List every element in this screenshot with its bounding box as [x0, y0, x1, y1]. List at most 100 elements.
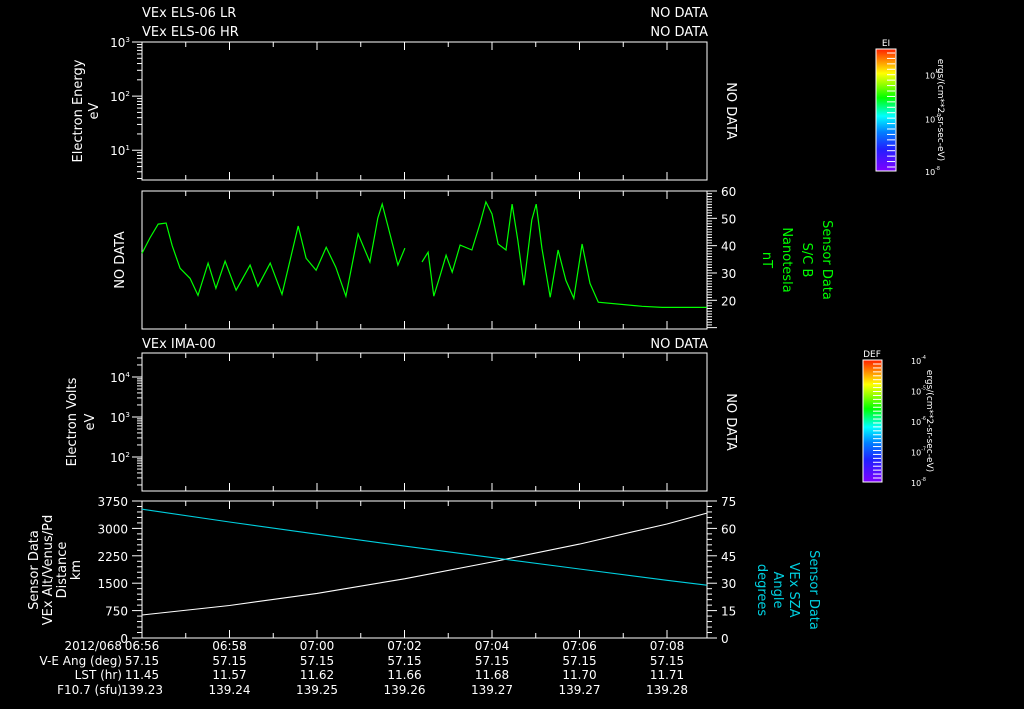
magnetic-field-line — [141, 200, 707, 308]
panel1-ylabel-units: eV — [87, 102, 102, 119]
panel2-ylabel-line: Nanotesla — [779, 227, 794, 292]
tick-label: 10-8 — [925, 166, 940, 177]
ephemeris-value: 139.24 — [208, 682, 251, 697]
colorbar-ei-label: EI — [882, 39, 890, 49]
tick-label: 0 — [721, 632, 729, 646]
panel4-right-ylabel-line: VEx SZA — [786, 563, 801, 618]
panel3-y-axis: 102 103 104 — [110, 357, 142, 486]
ephemeris-value: 139.26 — [383, 682, 426, 697]
panel3-nodata: NO DATA — [650, 337, 708, 352]
date-label: 2012/068 — [64, 639, 123, 653]
panel-electron-energy: VEx ELS-06 LR VEx ELS-06 HR NO DATA NO D… — [71, 6, 738, 181]
tick-label: 60 — [721, 522, 736, 536]
panel2-ylabel-line: S/C B — [799, 243, 814, 278]
tick-label: 102 — [110, 450, 130, 465]
panel1-title-hr: VEx ELS-06 HR — [142, 25, 239, 40]
tick-label: 1500 — [97, 577, 128, 591]
colorbar-ei-ticks: 10-4 10-6 10-8 — [887, 52, 940, 177]
panel3-ylabel-units: eV — [83, 413, 98, 430]
panel4-ylabels: Sensor Data VEx Alt/Venus/Pd Distance km Sen… — [27, 515, 821, 630]
colorbar-ei: EI 10-4 10-6 10-8 ergs/(cm**2-sr-sec-eV) — [875, 39, 945, 177]
ephemeris-value: 139.23 — [121, 682, 163, 697]
tick-label: 60 — [721, 185, 736, 199]
panel4-left-ylabel-line: km — [69, 560, 84, 580]
panel1-right-nodata: NO DATA — [723, 82, 738, 140]
panel3-frame — [141, 352, 708, 492]
tick-label: 3000 — [97, 522, 128, 536]
colorbar-def-label: DEF — [863, 350, 881, 360]
ephemeris-table: 2012/068 V-E Ang (deg) LST (hr) F10.7 (s… — [0, 639, 1024, 709]
ephemeris-value: 11.70 — [562, 668, 597, 682]
ephemeris-value: 139.25 — [296, 682, 338, 697]
ephemeris-value: 57.15 — [649, 653, 685, 668]
time-tick-label: 07:08 — [649, 639, 685, 653]
ephemeris-value: 139.27 — [471, 682, 513, 697]
ephemeris-value: 11.68 — [474, 668, 510, 682]
tick-label: 3750 — [97, 495, 128, 509]
ephemeris-value: 11.66 — [387, 668, 422, 682]
panel-ion-energy: VEx IMA-00 NO DATA 102 103 104 Electron Vo… — [65, 337, 738, 492]
tick-label: 103 — [110, 35, 130, 50]
colorbar-def: DEF 10-4 10-5 10-6 10-7 10-8 ergs/(cm**2-sr-… — [862, 350, 934, 488]
tick-label: 45 — [721, 550, 736, 564]
panel1-ylabel: Electron Energy — [71, 59, 86, 162]
panel4-right-ylabel-line: Angle — [770, 572, 785, 609]
panel1-nodata-hr: NO DATA — [650, 25, 708, 40]
tick-label: 10-6 — [925, 114, 940, 125]
time-tick-label: 07:02 — [387, 639, 422, 653]
tick-label: 2250 — [97, 550, 128, 564]
panel4-left-ylabel-line: Distance — [55, 542, 70, 599]
tick-label: 75 — [721, 495, 736, 509]
time-tick-label: 06:58 — [212, 639, 247, 653]
tick-label: 102 — [110, 89, 130, 104]
time-tick-label: 07:06 — [562, 639, 597, 653]
colorbar-def-units: ergs/(cm**2-sr-sec-eV) — [924, 370, 934, 472]
tick-label: 10-4 — [911, 355, 926, 366]
ephemeris-value: 57.15 — [387, 653, 422, 668]
panel3-title: VEx IMA-00 — [142, 337, 216, 352]
tick-label: 10-4 — [925, 70, 940, 81]
time-ticks — [185, 42, 668, 638]
tick-label: 20 — [721, 294, 736, 308]
tick-label: 10-7 — [911, 447, 926, 458]
colorbar-ei-scale — [875, 48, 897, 172]
time-tick-label: 07:04 — [474, 639, 510, 653]
ephemeris-value: 57.15 — [474, 653, 510, 668]
panel4-left-ylabel-line: Sensor Data — [27, 530, 42, 610]
tick-label: 104 — [110, 370, 130, 385]
time-tick-label: 07:00 — [299, 639, 335, 653]
panel3-right-nodata: NO DATA — [723, 393, 738, 451]
panel4-y-axes: 0 750 1500 2250 3000 3750 0 15 30 45 60 75 — [97, 495, 736, 646]
panel4-right-ylabel-line: Sensor Data — [806, 550, 821, 630]
panel-altitude-sza: 0 750 1500 2250 3000 3750 0 15 30 45 60 75 Sensor D… — [27, 495, 821, 646]
colorbar-def-scale — [862, 359, 883, 483]
panel2-left-nodata: NO DATA — [113, 231, 128, 289]
tick-label: 10-8 — [911, 477, 926, 488]
ephemeris-value: 57.15 — [562, 653, 597, 668]
lst-label: LST (hr) — [74, 668, 122, 682]
panel1-y-axis: 101 102 103 — [110, 35, 142, 180]
panel4-left-ylabel-line: VEx Alt/Venus/Pd — [41, 515, 56, 626]
altitude-sza-lines — [141, 508, 707, 616]
panel2-ylabel-line: nT — [759, 252, 774, 268]
tick-label: 103 — [110, 410, 130, 425]
panel-magnetic-field: NO DATA 20 30 40 50 60 Sensor Data S/C B Nanot… — [113, 185, 834, 330]
ephemeris-value: 139.28 — [646, 682, 688, 697]
ephemeris-value: 11.62 — [299, 668, 335, 682]
panel2-ylabel-line: Sensor Data — [819, 220, 834, 300]
tick-label: 101 — [110, 143, 130, 158]
ephemeris-value: 11.57 — [212, 668, 247, 682]
panel2-ylabel: Sensor Data S/C B Nanotesla nT — [759, 220, 834, 300]
tick-label: 10-5 — [911, 386, 926, 397]
ve-angle-label: V-E Ang (deg) — [39, 653, 122, 668]
colorbar-def-ticks: 10-4 10-5 10-6 10-7 10-8 — [873, 355, 926, 488]
f107-label: F10.7 (sfu) — [57, 682, 122, 697]
panel2-frame — [141, 190, 708, 330]
tick-label: 10-6 — [911, 416, 926, 427]
panel1-frame — [141, 41, 708, 181]
tick-label: 40 — [721, 240, 736, 254]
time-tick-label: 06:56 — [124, 639, 160, 653]
ephemeris-value: 11.45 — [124, 668, 160, 682]
panel1-nodata-lr: NO DATA — [650, 6, 708, 21]
